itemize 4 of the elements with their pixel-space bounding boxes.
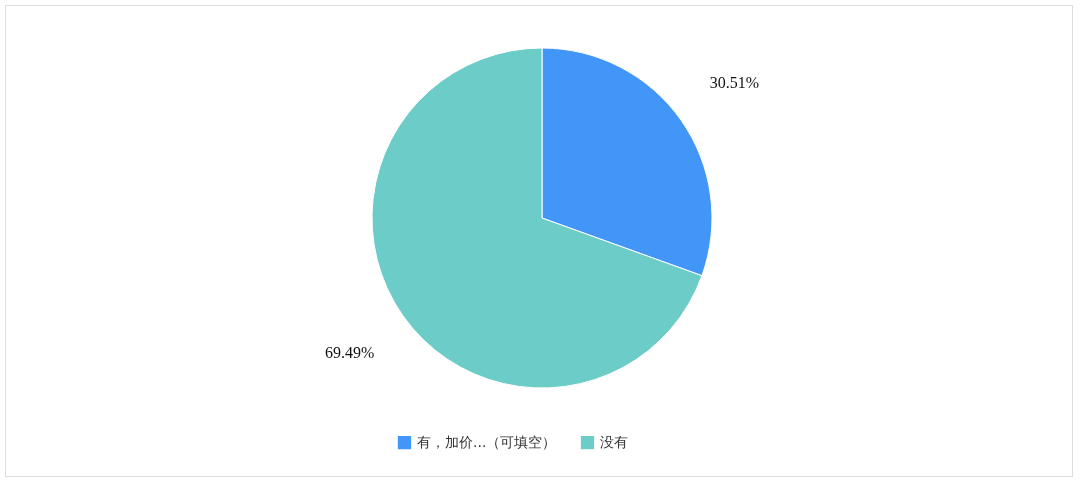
data-label: 69.49% bbox=[325, 344, 375, 362]
legend-label: 有，加价...（可填空） bbox=[417, 433, 557, 450]
legend-label: 没有 bbox=[600, 433, 628, 450]
data-label: 30.51% bbox=[709, 73, 759, 91]
